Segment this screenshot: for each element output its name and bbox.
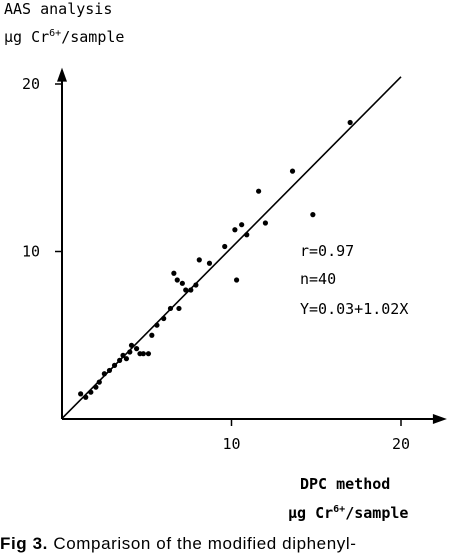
y-axis-unit-superscript: 6+	[49, 28, 62, 39]
data-point	[222, 243, 228, 250]
data-point	[244, 232, 250, 238]
x-axis-arrowhead	[432, 414, 447, 424]
data-point	[233, 277, 240, 283]
x-axis-title-line1: DPC method	[300, 475, 391, 493]
x-axis-unit-superscript: 6+	[333, 504, 346, 515]
data-point	[140, 351, 146, 357]
data-point	[310, 212, 316, 218]
data-point	[128, 342, 135, 348]
scatter-chart: 10 20 10 20	[22, 67, 447, 453]
data-point	[96, 379, 102, 385]
x-axis-unit-suffix: /sample	[345, 504, 409, 522]
data-point	[206, 260, 213, 266]
figure-caption: Fig 3. Comparison of the modified diphen…	[0, 534, 357, 554]
y-axis-unit-suffix: /sample	[61, 28, 125, 46]
data-point	[123, 356, 130, 362]
data-point	[83, 394, 89, 400]
data-point	[149, 332, 155, 338]
data-point	[167, 305, 174, 312]
y-axis-tick-label: 10	[22, 243, 40, 261]
data-point	[78, 391, 84, 397]
data-point	[101, 371, 107, 377]
data-point	[111, 362, 118, 368]
data-point	[127, 349, 133, 355]
x-axis-unit-prefix: µg Cr	[288, 504, 334, 522]
data-point	[196, 257, 202, 263]
data-point	[93, 384, 99, 390]
stat-r: r=0.97	[300, 242, 355, 260]
data-point	[176, 305, 182, 312]
x-axis-tick-label: 10	[222, 435, 240, 453]
data-point	[262, 220, 268, 226]
y-axis-title-line2: µg Cr6+/sample	[4, 28, 125, 46]
data-point	[239, 222, 245, 228]
figure-caption-text: Comparison of the modified diphenyl-	[53, 534, 357, 553]
y-axis-unit-prefix: µg Cr	[4, 28, 50, 46]
data-point	[120, 352, 126, 358]
y-axis-arrowhead	[57, 67, 67, 82]
data-point	[88, 389, 94, 395]
data-point	[161, 315, 167, 322]
y-axis-tick-label: 20	[22, 75, 40, 93]
data-point	[193, 282, 199, 288]
data-point	[174, 277, 180, 283]
data-point	[171, 270, 177, 276]
data-point	[106, 367, 113, 374]
data-point	[183, 287, 189, 293]
data-point	[179, 280, 185, 286]
stat-n: n=40	[300, 270, 337, 288]
y-axis-title-line1: AAS analysis	[4, 0, 113, 18]
x-axis-tick-label: 20	[392, 435, 410, 453]
data-point	[232, 227, 238, 233]
data-point	[117, 357, 123, 363]
data-point	[347, 119, 353, 126]
figure-caption-label: Fig 3.	[0, 534, 48, 553]
data-point	[154, 322, 160, 328]
stat-equation: Y=0.03+1.02X	[300, 300, 409, 318]
data-point	[188, 287, 194, 293]
data-point	[289, 168, 296, 174]
data-point	[256, 188, 262, 194]
x-axis-title-line2: µg Cr6+/sample	[288, 504, 409, 522]
data-point	[145, 351, 152, 357]
data-point	[133, 346, 140, 352]
